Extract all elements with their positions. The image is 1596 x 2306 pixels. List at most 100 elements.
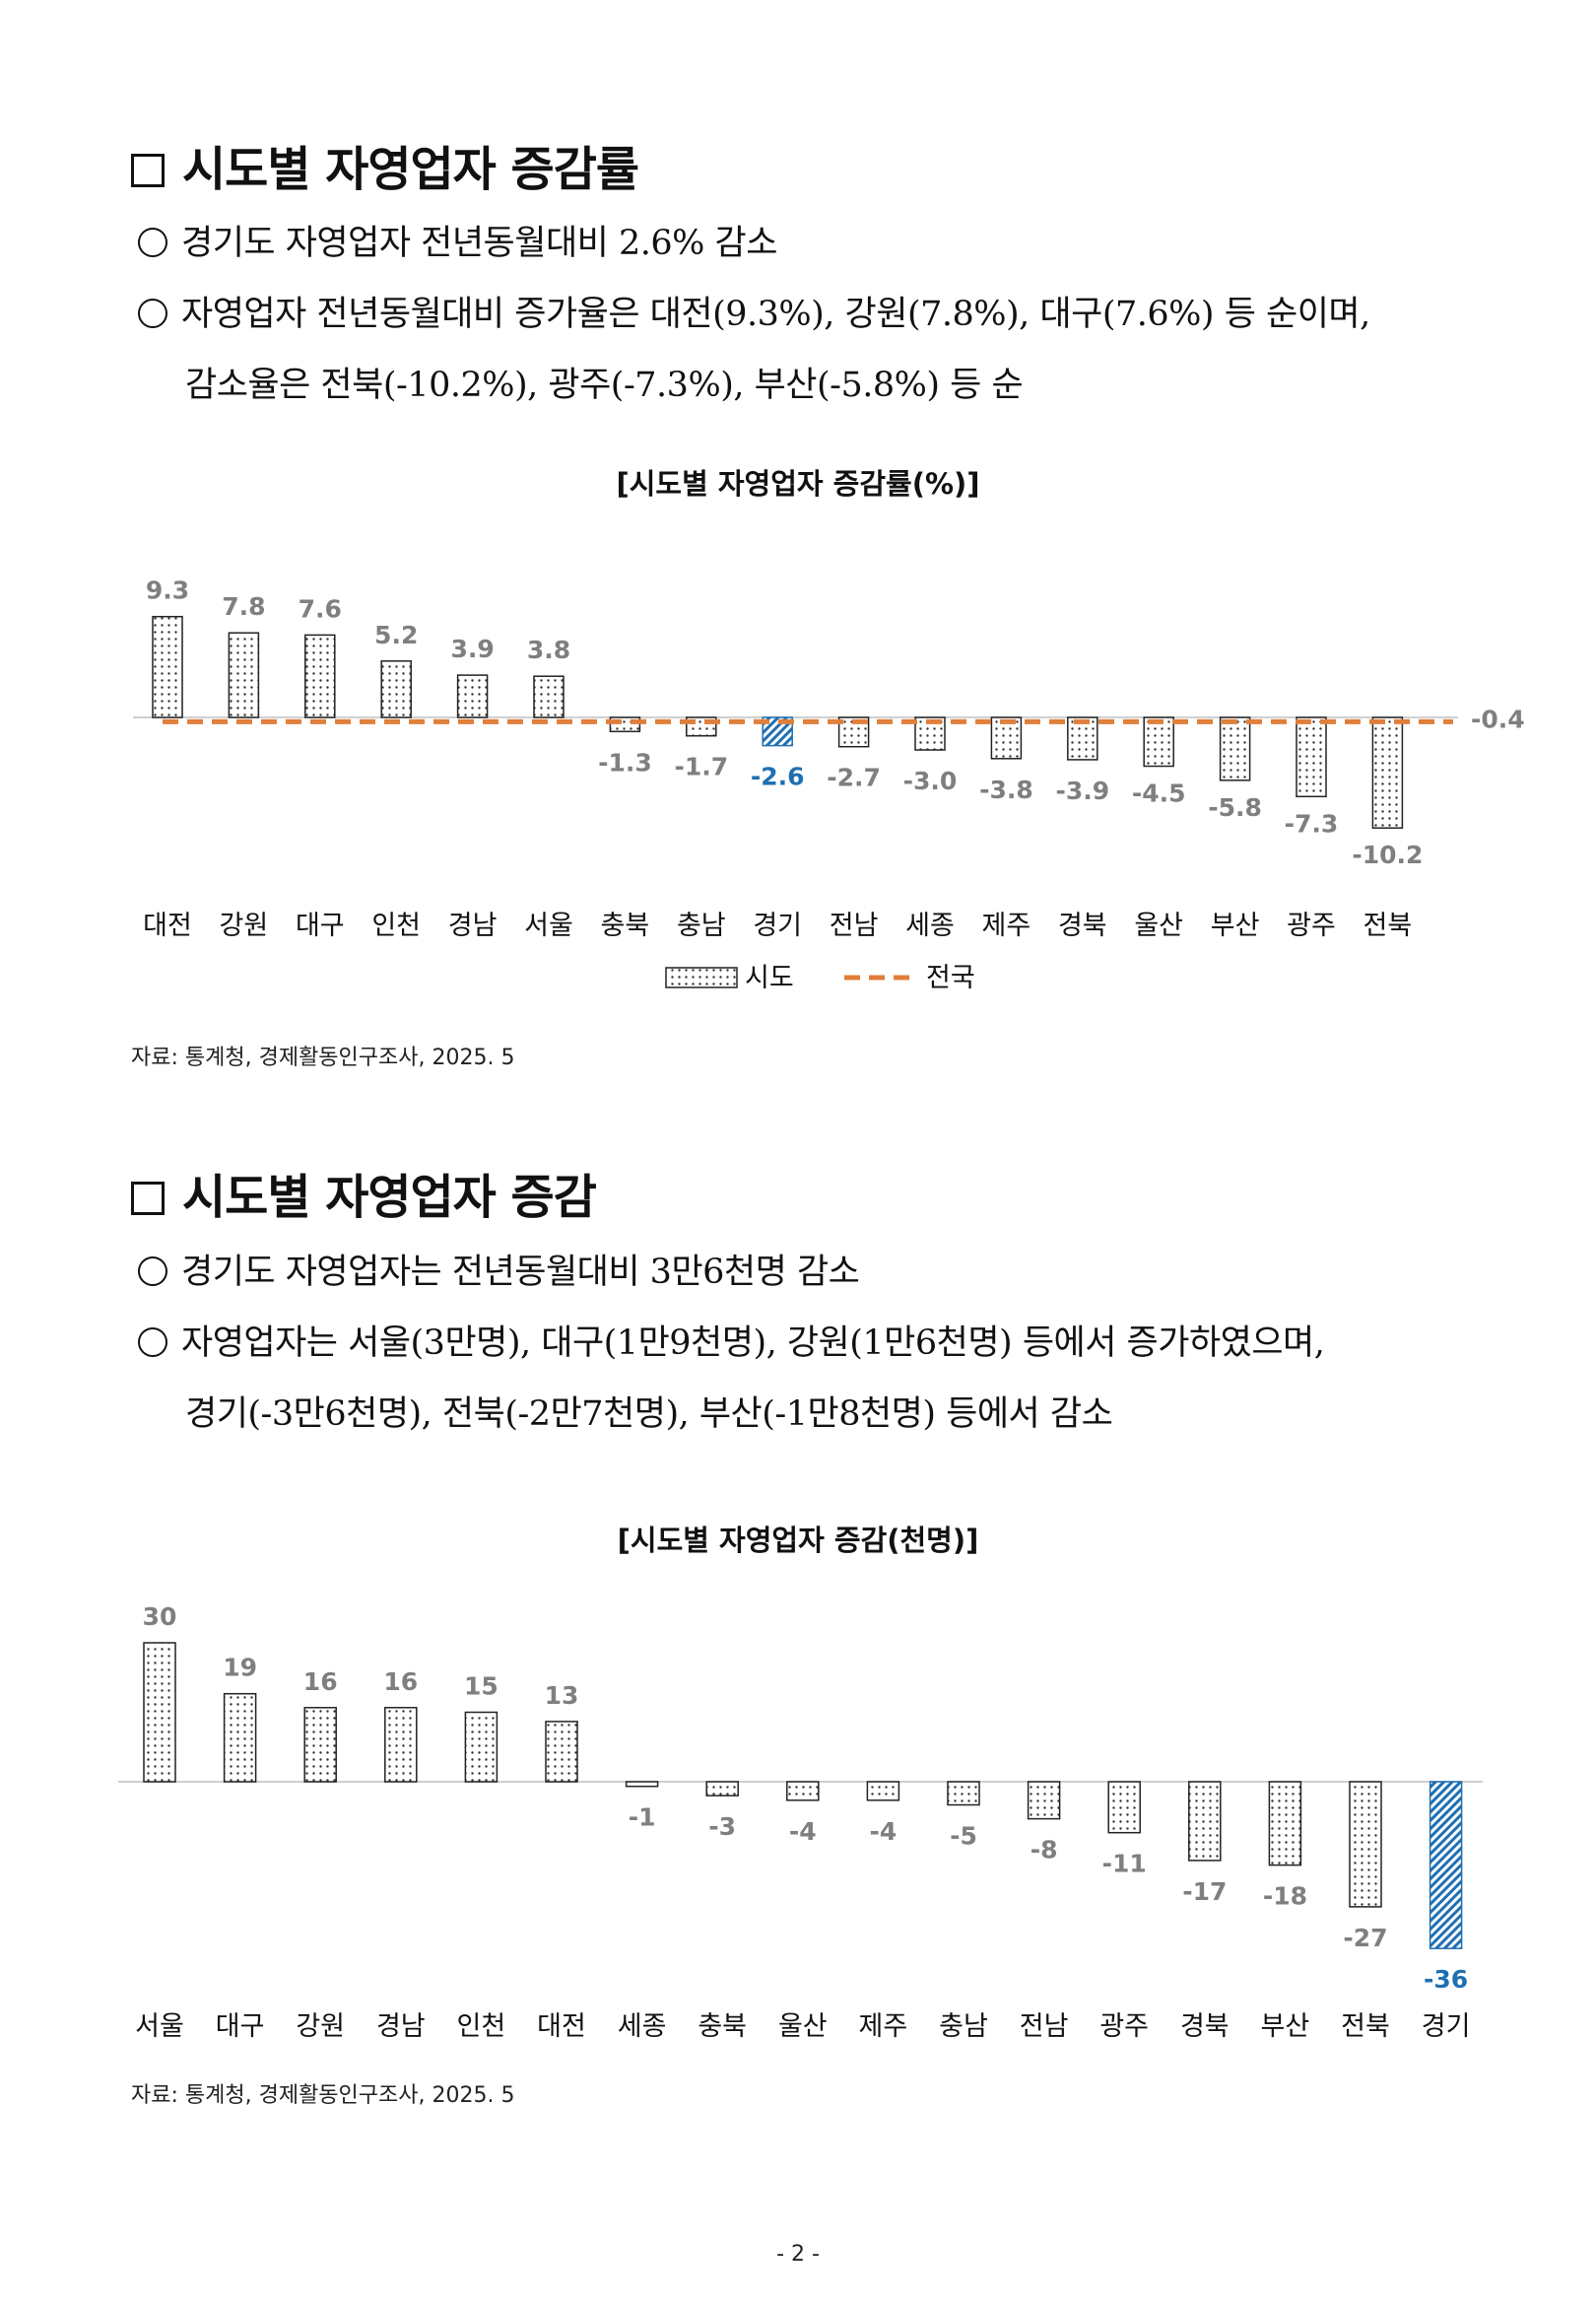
source-note: 자료: 통계청, 경제활동인구조사, 2025. 5: [131, 2083, 515, 2108]
category-label: 전북: [1341, 2011, 1390, 2042]
data-label: 9.3: [146, 576, 189, 605]
category-label: 전북: [1363, 911, 1413, 941]
section-title-count: 시도별 자영업자 증감: [131, 1158, 597, 1227]
section-title-text: 시도별 자영업자 증감률: [182, 142, 639, 197]
category-label: 대전: [143, 911, 192, 941]
data-label: 3.9: [450, 635, 494, 663]
bullet-continuation: 감소율은 전북(-10.2%), 광주(-7.3%), 부산(-5.8%) 등 …: [185, 366, 1024, 405]
bullet-continuation: 경기(-3만6천명), 전북(-2만7천명), 부산(-1만8천명) 등에서 감…: [185, 1394, 1113, 1434]
bar-경북: [1188, 1781, 1222, 1862]
category-label: 서울: [135, 2011, 184, 2042]
category-label: 광주: [1287, 911, 1336, 941]
bar-서울: [533, 675, 565, 718]
checkbox-square-icon: [131, 1182, 165, 1215]
circle-bullet-icon: [138, 299, 167, 328]
data-label: 16: [383, 1667, 418, 1696]
bar-대전: [152, 615, 183, 718]
category-label: 대구: [216, 2011, 265, 2042]
bar-전북: [1371, 716, 1404, 829]
data-label: -1: [629, 1803, 656, 1832]
data-label: -5.8: [1208, 793, 1262, 822]
section-title-rate: 시도별 자영업자 증감률: [131, 130, 639, 199]
data-label: -4.5: [1132, 780, 1186, 808]
data-label: 30: [143, 1602, 177, 1631]
data-label: -36: [1424, 1965, 1468, 1994]
bar-울산: [1143, 716, 1174, 768]
category-label: 울산: [778, 2011, 828, 2042]
source-note: 자료: 통계청, 경제활동인구조사, 2025. 5: [131, 1046, 515, 1070]
bullet-text: 경기도 자영업자는 전년동월대비 3만6천명 감소: [181, 1253, 860, 1292]
bar-강원: [228, 632, 260, 718]
bar-경남: [384, 1707, 418, 1783]
bar-인천: [380, 660, 412, 718]
bar-울산: [786, 1781, 820, 1801]
category-label: 인천: [371, 911, 421, 941]
category-label: 충북: [601, 911, 650, 941]
category-label: 경북: [1058, 911, 1107, 941]
data-label: -2.7: [827, 764, 881, 792]
bar-강원: [303, 1707, 337, 1783]
bar-전남: [1027, 1781, 1061, 1820]
bar-부산: [1219, 716, 1251, 781]
chart-count: 30 서울 19 대구 16 강원 16 경남 15 인천 13 대전 -1 세종 -3 충북 -4 울산 -4 제주…: [118, 1602, 1483, 2042]
data-label: -17: [1182, 1877, 1227, 1906]
bar-제주: [990, 716, 1023, 760]
bullet-text: 자영업자는 서울(3만명), 대구(1만9천명), 강원(1만6천명) 등에서 …: [181, 1323, 1325, 1363]
bullet-item: 경기도 자영업자 전년동월대비 2.6% 감소: [138, 215, 777, 265]
bar-광주: [1107, 1781, 1141, 1834]
data-label: 13: [545, 1681, 579, 1710]
category-label: 강원: [220, 911, 269, 941]
data-label: -7.3: [1285, 809, 1339, 838]
category-label: 광주: [1099, 2011, 1149, 2042]
category-label: 충남: [677, 911, 726, 941]
data-label: -3.0: [903, 767, 958, 795]
data-label: 7.6: [299, 594, 342, 623]
circle-bullet-icon: [138, 1256, 167, 1286]
data-label: -3.9: [1055, 777, 1109, 805]
bar-충북: [705, 1781, 739, 1797]
bar-부산: [1268, 1781, 1302, 1866]
data-label: -1.3: [598, 748, 652, 777]
category-label: 전남: [1020, 2011, 1069, 2042]
category-label: 충북: [698, 2011, 747, 2042]
category-label: 대구: [296, 911, 345, 941]
bar-제주: [866, 1781, 900, 1801]
bar-경북: [1067, 716, 1098, 761]
category-label: 경남: [448, 911, 498, 941]
chart-rate: 9.3 대전 7.8 강원 7.6 대구 5.2 인천 3.9 경남 3.8 서울 -1.3 충북 -1.7…: [133, 576, 1525, 993]
category-label: 제주: [859, 2011, 908, 2042]
category-label: 세종: [905, 911, 955, 941]
category-label: 전남: [830, 911, 879, 941]
category-label: 세종: [618, 2011, 667, 2042]
circle-bullet-icon: [138, 228, 167, 257]
data-label: 16: [303, 1667, 338, 1696]
legend-label: 전국: [926, 963, 975, 993]
data-label: -18: [1263, 1882, 1307, 1911]
section-title-text: 시도별 자영업자 증감: [182, 1170, 597, 1225]
data-label: 7.8: [222, 592, 265, 621]
bullet-item: 자영업자 전년동월대비 증가율은 대전(9.3%), 강원(7.8%), 대구(…: [138, 286, 1370, 336]
bullet-item: 자영업자는 서울(3만명), 대구(1만9천명), 강원(1만6천명) 등에서 …: [138, 1315, 1325, 1365]
bar-경기: [1429, 1781, 1463, 1949]
bar-세종: [625, 1781, 659, 1788]
category-label: 제주: [982, 911, 1031, 941]
data-label: 15: [464, 1672, 499, 1701]
data-label: 19: [223, 1654, 257, 1682]
category-label: 대전: [537, 2011, 586, 2042]
bullet-item: 경기도 자영업자는 전년동월대비 3만6천명 감소: [138, 1244, 860, 1294]
bar-대구: [304, 634, 336, 718]
category-label: 울산: [1134, 911, 1183, 941]
category-label: 경북: [1180, 2011, 1230, 2042]
data-label: 3.8: [527, 636, 570, 664]
chart-title-rate: [시도별 자영업자 증감률(%)]: [616, 467, 980, 501]
bar-대구: [223, 1692, 257, 1783]
chart-title-count: [시도별 자영업자 증감(천명)]: [617, 1524, 979, 1557]
category-label: 강원: [296, 2011, 345, 2042]
data-label: -4: [789, 1817, 817, 1846]
bar-충남: [947, 1781, 980, 1806]
bar-인천: [464, 1711, 499, 1783]
category-label: 부산: [1211, 911, 1260, 941]
data-label: -3: [708, 1812, 736, 1841]
category-label: 경기: [753, 911, 802, 941]
legend-swatch-sido: [665, 967, 738, 988]
